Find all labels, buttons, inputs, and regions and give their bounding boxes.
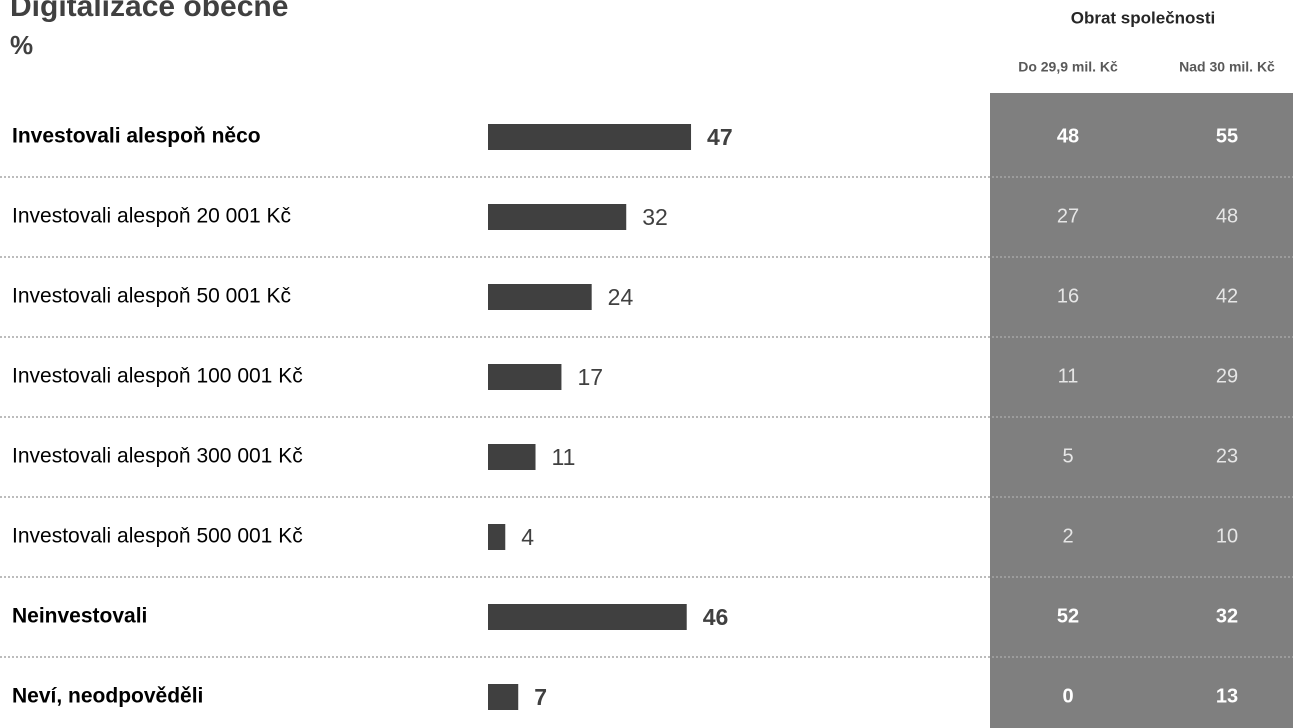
table-value: 42 <box>1216 285 1238 307</box>
bar <box>488 284 592 310</box>
bar <box>488 604 687 630</box>
table-value: 29 <box>1216 365 1238 387</box>
column-header: Do 29,9 mil. Kč <box>1018 59 1118 75</box>
row-label: Investovali alespoň 20 001 Kč <box>12 205 291 228</box>
row-label: Investovali alespoň 100 001 Kč <box>12 365 303 388</box>
table-value: 0 <box>1062 685 1073 707</box>
value-label: 7 <box>534 684 547 710</box>
bar <box>488 444 536 470</box>
bar <box>488 204 627 230</box>
table-value: 55 <box>1216 125 1238 147</box>
chart-subtitle: % <box>10 30 33 60</box>
value-label: 46 <box>703 604 729 630</box>
table-value: 11 <box>1058 365 1079 387</box>
table-value: 10 <box>1216 525 1238 547</box>
table-value: 52 <box>1057 605 1079 627</box>
row-label: Investovali alespoň 500 001 Kč <box>12 525 303 548</box>
table-value: 13 <box>1216 685 1238 707</box>
table-value: 27 <box>1057 205 1079 227</box>
row-label: Neinvestovali <box>12 605 147 628</box>
table-value: 2 <box>1062 525 1073 547</box>
table-panel <box>990 93 1293 728</box>
row-label: Neví, neodpověděli <box>12 685 203 708</box>
table-title: Obrat společnosti <box>1071 8 1216 27</box>
column-header: Nad 30 mil. Kč <box>1179 59 1275 75</box>
value-label: 4 <box>521 524 534 550</box>
row-label: Investovali alespoň něco <box>12 125 261 148</box>
bar <box>488 684 519 710</box>
bar <box>488 524 506 550</box>
row-label: Investovali alespoň 50 001 Kč <box>12 285 291 308</box>
value-label: 32 <box>642 204 668 230</box>
value-label: 24 <box>608 284 634 310</box>
table-value: 32 <box>1216 605 1238 627</box>
bar <box>488 124 692 150</box>
table-value: 48 <box>1216 205 1238 227</box>
value-label: 17 <box>577 364 603 390</box>
table-value: 48 <box>1057 125 1079 147</box>
table-value: 5 <box>1062 445 1073 467</box>
value-label: 11 <box>552 444 576 470</box>
chart-title: Digitalizace obecně <box>10 0 288 23</box>
row-label: Investovali alespoň 300 001 Kč <box>12 445 303 468</box>
value-label: 47 <box>707 124 733 150</box>
table-value: 23 <box>1216 445 1238 467</box>
table-value: 16 <box>1057 285 1079 307</box>
bar <box>488 364 562 390</box>
